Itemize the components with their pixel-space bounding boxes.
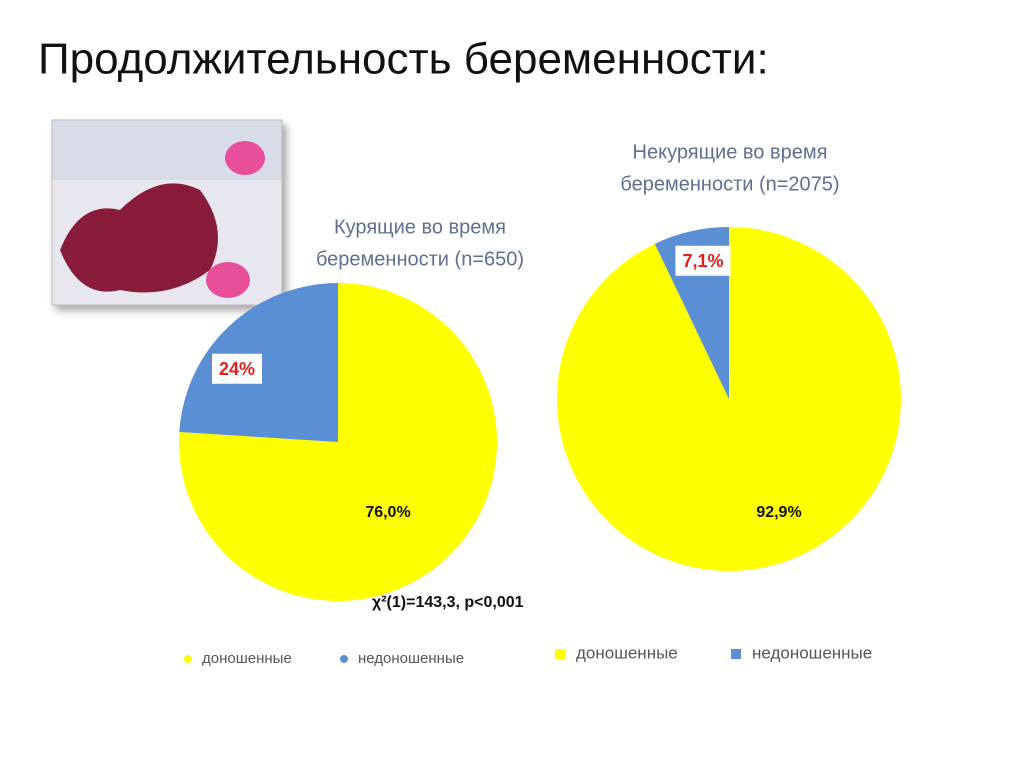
legend-label: доношенные (202, 650, 292, 667)
legend-marker (555, 649, 565, 659)
legend-marker (731, 649, 741, 659)
photo (51, 119, 283, 306)
legend-marker (340, 655, 348, 663)
legend-label: недоношенные (752, 643, 872, 662)
label-box (211, 353, 263, 384)
value-label: 7,1% (682, 251, 723, 271)
chart-title: Некурящие во время (633, 141, 828, 163)
label-box (675, 245, 731, 276)
legend-label: недоношенные (358, 650, 464, 667)
slide-title: Продолжительность беременности: (38, 35, 769, 84)
value-label: 76,0% (365, 504, 410, 521)
legend-marker (184, 655, 192, 663)
pie-slice (179, 283, 498, 601)
chart-title: беременности (n=2075) (620, 173, 839, 195)
statistic-note: χ²(1)=143,3, p<0,001 (372, 594, 524, 611)
value-label: 24% (219, 359, 255, 379)
pie-slice (557, 227, 901, 572)
value-label: 92,9% (756, 504, 801, 521)
legend-label: доношенные (576, 643, 678, 662)
chart-title: беременности (n=650) (316, 248, 524, 270)
chart-title: Курящие во время (334, 216, 506, 238)
